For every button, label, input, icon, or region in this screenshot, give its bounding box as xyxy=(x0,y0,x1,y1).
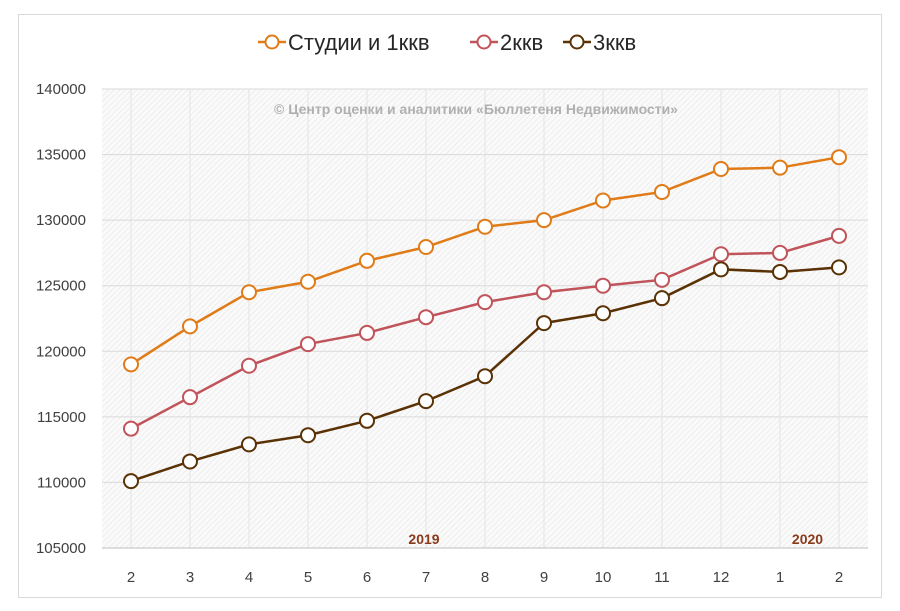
data-point xyxy=(359,412,375,429)
data-point xyxy=(654,271,670,288)
year-label: 2019 xyxy=(408,531,439,547)
data-point xyxy=(831,227,847,244)
series-3 xyxy=(123,259,847,490)
data-point xyxy=(831,259,847,276)
data-point xyxy=(182,389,198,406)
y-tick-label: 135000 xyxy=(36,147,86,164)
x-tick-label: 7 xyxy=(422,569,430,586)
y-tick-label: 125000 xyxy=(36,278,86,295)
x-tick-label: 2 xyxy=(127,569,135,586)
data-point xyxy=(182,318,198,335)
y-tick-label: 115000 xyxy=(37,409,86,426)
x-tick-label: 2 xyxy=(835,569,843,586)
data-point xyxy=(418,239,434,256)
data-point xyxy=(831,149,847,166)
series-1 xyxy=(123,149,847,373)
data-point xyxy=(536,212,552,229)
data-point xyxy=(595,277,611,294)
x-tick-label: 4 xyxy=(245,569,253,586)
x-tick-label: 12 xyxy=(713,569,730,586)
y-tick-label: 140000 xyxy=(36,81,86,98)
data-point xyxy=(536,284,552,301)
data-point xyxy=(300,273,316,290)
data-point xyxy=(713,160,729,177)
data-point xyxy=(477,294,493,311)
data-point xyxy=(477,218,493,235)
x-tick-label: 9 xyxy=(540,569,548,586)
data-point xyxy=(772,244,788,261)
x-tick-label: 6 xyxy=(363,569,371,586)
x-tick-label: 11 xyxy=(654,569,670,586)
legend-item: Студии и 1ккв xyxy=(258,30,430,55)
data-point xyxy=(418,309,434,326)
legend-marker xyxy=(476,34,492,50)
x-tick-label: 10 xyxy=(595,569,612,586)
data-point xyxy=(241,284,257,301)
legend-label: 2ккв xyxy=(500,30,543,55)
data-point xyxy=(359,324,375,341)
data-point xyxy=(300,336,316,353)
legend-marker xyxy=(569,34,585,50)
x-tick-label: 1 xyxy=(776,569,784,586)
legend: Студии и 1ккв 2ккв 3ккв xyxy=(258,30,636,55)
legend-label: 3ккв xyxy=(593,30,636,55)
data-point xyxy=(713,261,729,278)
data-point xyxy=(123,356,139,373)
series-2 xyxy=(123,227,847,437)
year-label: 2020 xyxy=(792,531,823,547)
legend-item: 3ккв xyxy=(563,30,636,55)
data-point xyxy=(772,159,788,176)
data-point xyxy=(536,315,552,332)
y-tick-label: 120000 xyxy=(36,343,86,360)
data-point xyxy=(595,192,611,209)
x-tick-label: 5 xyxy=(304,569,312,586)
data-point xyxy=(182,453,198,470)
legend-marker xyxy=(264,34,280,50)
data-point xyxy=(300,427,316,444)
x-tick-label: 8 xyxy=(481,569,489,586)
legend-item: 2ккв xyxy=(470,30,543,55)
data-point xyxy=(123,420,139,437)
data-point xyxy=(418,393,434,410)
data-point xyxy=(477,368,493,385)
data-point xyxy=(654,183,670,200)
data-point xyxy=(241,357,257,374)
y-tick-label: 130000 xyxy=(36,212,86,229)
data-point xyxy=(123,473,139,490)
data-point xyxy=(595,305,611,322)
data-point xyxy=(241,436,257,453)
watermark: © Центр оценки и аналитики «Бюллетеня Не… xyxy=(274,101,678,117)
chart-frame xyxy=(18,14,882,598)
x-tick-label: 3 xyxy=(186,569,194,586)
y-tick-label: 105000 xyxy=(36,540,86,557)
data-point xyxy=(654,290,670,307)
y-tick-label: 110000 xyxy=(37,474,86,491)
legend-label: Студии и 1ккв xyxy=(288,30,430,55)
data-point xyxy=(772,263,788,280)
data-point xyxy=(359,252,375,269)
data-point xyxy=(713,246,729,263)
